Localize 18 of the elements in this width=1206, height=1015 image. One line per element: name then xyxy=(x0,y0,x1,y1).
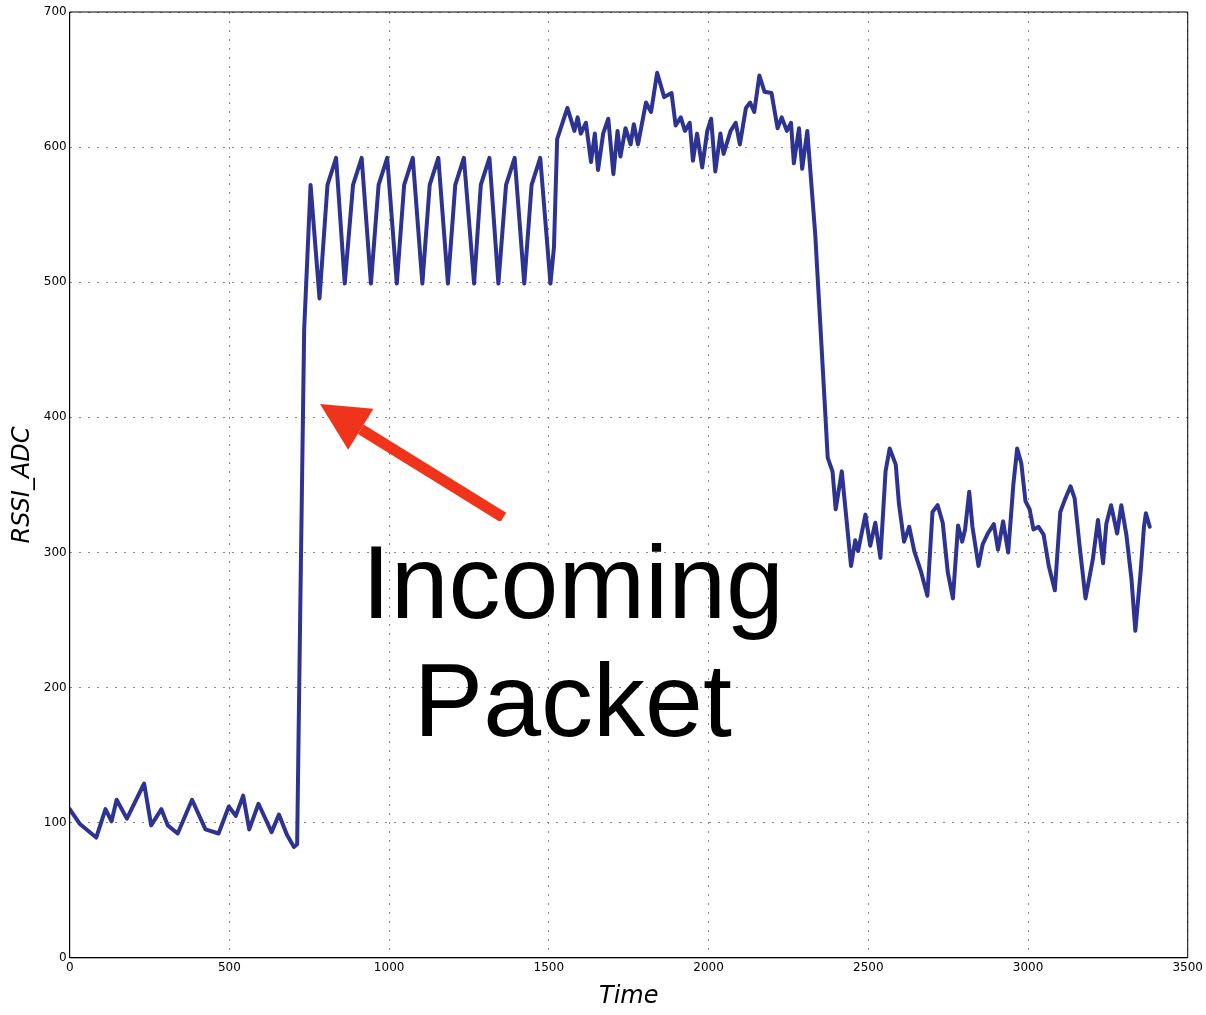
x-tick-label: 3500 xyxy=(1172,960,1203,975)
x-tick-label: 2500 xyxy=(853,960,884,975)
x-tick-label: 1500 xyxy=(533,960,565,975)
y-tick-label: 300 xyxy=(43,544,67,559)
y-tick-label: 500 xyxy=(43,274,67,289)
x-axis-title: Time xyxy=(598,980,659,1009)
y-tick-label: 600 xyxy=(43,139,67,154)
x-tick-label: 3000 xyxy=(1012,960,1044,975)
y-axis-title: RSSI_ADC xyxy=(6,426,35,544)
y-tick-label: 700 xyxy=(43,4,67,19)
x-tick-label: 1000 xyxy=(373,960,405,975)
annotation: Incoming Packet xyxy=(361,523,784,758)
x-tick-label: 500 xyxy=(217,960,241,975)
y-tick-label: 100 xyxy=(43,814,67,829)
y-tick-label: 0 xyxy=(59,949,67,964)
y-tick-label: 400 xyxy=(43,409,67,424)
y-tick-label: 200 xyxy=(43,679,67,694)
x-tick-label: 2000 xyxy=(693,960,724,975)
